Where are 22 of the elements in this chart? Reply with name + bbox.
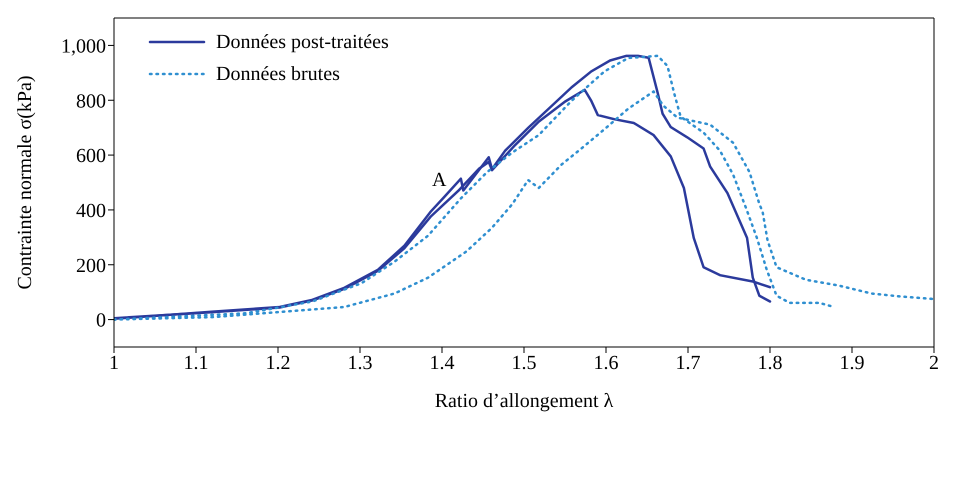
legend-label: Données post-traitées <box>216 30 389 55</box>
annotation: A <box>432 168 447 191</box>
y-tick-label: 200 <box>76 254 106 277</box>
y-tick-label: 400 <box>76 200 106 222</box>
x-tick-label: 1.7 <box>676 352 700 374</box>
x-tick-label: 1 <box>109 352 119 374</box>
x-tick-label: 2 <box>929 352 939 374</box>
y-tick-label: 800 <box>76 90 106 112</box>
x-tick-label: 1.9 <box>840 352 864 374</box>
x-tick-label: 1.6 <box>594 352 618 374</box>
x-tick-label: 1.1 <box>184 352 208 374</box>
x-tick-label: 1.5 <box>512 352 536 374</box>
x-tick-label: 1.4 <box>430 352 454 374</box>
x-axis-title: Ratio d’allongement λ <box>434 390 614 412</box>
x-tick-label: 1.8 <box>758 352 782 374</box>
y-tick-label: 600 <box>76 145 106 168</box>
y-tick-label: 0 <box>96 310 106 332</box>
x-tick-label: 1.3 <box>348 352 372 374</box>
y-axis-title: Contrainte normale σ(kPa) <box>14 75 36 290</box>
legend-label: Données brutes <box>216 62 340 87</box>
x-tick-label: 1.2 <box>266 352 290 374</box>
y-tick-label: 1,000 <box>61 36 106 58</box>
